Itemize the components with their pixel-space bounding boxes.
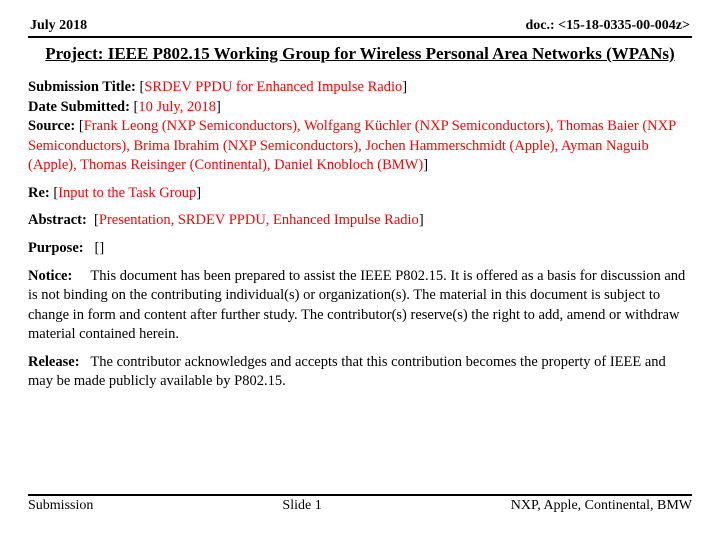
release-value: The contributor acknowledges and accepts…: [28, 354, 666, 390]
abstract-value: Presentation, SRDEV PPDU, Enhanced Impul…: [99, 212, 419, 228]
notice-label: Notice:: [28, 268, 72, 284]
purpose-block: Purpose: []: [28, 239, 692, 259]
footer-left: Submission: [28, 498, 93, 514]
footer-row: Submission Slide 1 NXP, Apple, Continent…: [28, 494, 692, 514]
project-title: Project: IEEE P802.15 Working Group for …: [28, 44, 692, 64]
date-submitted-value: 10 July, 2018: [138, 99, 216, 115]
purpose-label: Purpose:: [28, 240, 84, 256]
header-date: July 2018: [30, 18, 87, 34]
abstract-block: Abstract: [Presentation, SRDEV PPDU, Enh…: [28, 211, 692, 231]
re-block: Re: [Input to the Task Group]: [28, 184, 692, 204]
release-label: Release:: [28, 354, 80, 370]
notice-block: Notice: This document has been prepared …: [28, 267, 692, 345]
date-submitted-label: Date Submitted:: [28, 99, 130, 115]
source-value: Frank Leong (NXP Semiconductors), Wolfga…: [28, 118, 676, 173]
slide-page: July 2018 doc.: <15-18-0335-00-004z> Pro…: [0, 0, 720, 392]
footer-right: NXP, Apple, Continental, BMW: [511, 498, 692, 514]
release-block: Release: The contributor acknowledges an…: [28, 353, 692, 392]
re-label: Re:: [28, 185, 50, 201]
submission-title-value: SRDEV PPDU for Enhanced Impulse Radio: [144, 79, 402, 95]
source-label: Source:: [28, 118, 75, 134]
footer-center: Slide 1: [282, 498, 321, 514]
notice-value: This document has been prepared to assis…: [28, 268, 685, 343]
submission-title-label: Submission Title:: [28, 79, 136, 95]
header-doc: doc.: <15-18-0335-00-004z>: [526, 18, 690, 34]
submission-block: Submission Title: [SRDEV PPDU for Enhanc…: [28, 78, 692, 176]
header-row: July 2018 doc.: <15-18-0335-00-004z>: [28, 18, 692, 38]
abstract-label: Abstract:: [28, 212, 87, 228]
re-value: Input to the Task Group: [58, 185, 196, 201]
